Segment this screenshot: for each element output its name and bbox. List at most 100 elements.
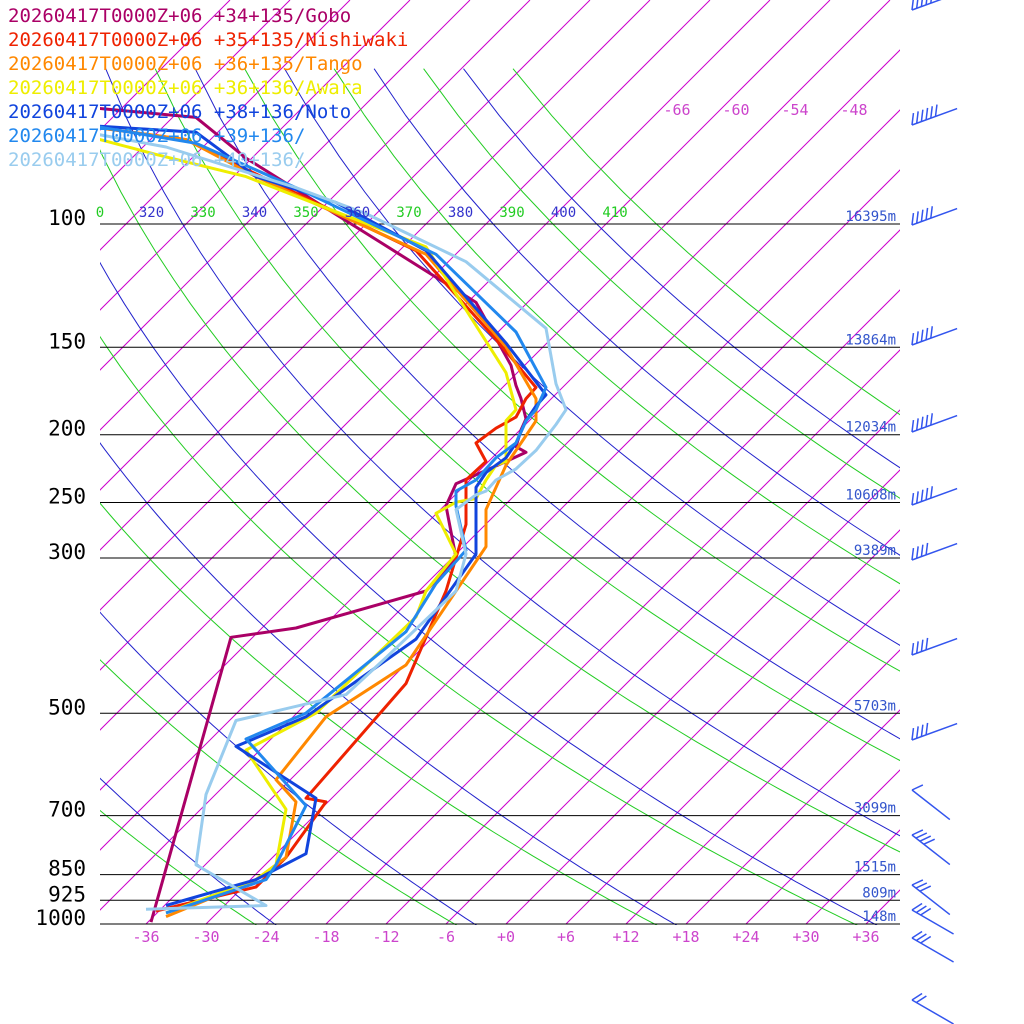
profile-line-5 (100, 124, 548, 907)
moist-adiabat-line (333, 68, 900, 585)
moist-adiabat-line (244, 68, 900, 672)
dry-adiabat-line (100, 442, 678, 925)
legend-entry: 20260417T0000Z+06 +35+135/Nishiwaki (8, 29, 409, 51)
wind-barb (911, 637, 958, 656)
isotherm-line (100, 0, 831, 731)
height-label: 13864m (845, 332, 896, 348)
theta-label: 410 (602, 205, 627, 221)
theta-label: 380 (448, 205, 473, 221)
dry-adiabat-line (105, 68, 900, 837)
dry-adiabat-line (284, 68, 900, 646)
x-tick-label: -18 (312, 928, 339, 946)
theta-label: 350 (293, 205, 318, 221)
x-tick-label: -12 (372, 928, 399, 946)
theta-label: 390 (499, 205, 524, 221)
isotherm-line (445, 469, 900, 925)
isobar-lines (100, 223, 900, 925)
theta-label: 370 (396, 205, 421, 221)
theta-label: 400 (551, 205, 576, 221)
isotherm-line (100, 0, 291, 191)
isotherm-line (325, 349, 900, 925)
moist-adiabat-line (100, 335, 858, 925)
isotherm-line (625, 649, 900, 925)
isotherm-line (265, 289, 900, 925)
pressure-label: 100 (48, 206, 86, 230)
dry-adiabat-line (373, 68, 900, 556)
pressure-label: 300 (48, 540, 86, 564)
pressure-label: 925 (48, 882, 86, 906)
x-tick-label: -36 (132, 928, 159, 946)
dry-adiabat-line (100, 261, 878, 925)
theta-label: 320 (139, 205, 164, 221)
isotherm-line (100, 49, 900, 851)
upper-temp-label: -60 (722, 101, 749, 119)
isotherm-line (100, 0, 771, 671)
height-label: 1515m (854, 860, 896, 876)
wind-barb (911, 879, 951, 916)
x-tick-label: +30 (792, 928, 819, 946)
height-label: 16395m (845, 209, 896, 225)
upper-temp-label: -66 (663, 101, 690, 119)
x-tick-label: +36 (852, 928, 879, 946)
isotherm-line (100, 0, 411, 311)
legend-entry: 20260417T0000Z+06 +34+135/Gobo (8, 5, 352, 27)
axis-labels: 100 16395m 150 13864m 200 12034m 250 10608m 300 9… (35, 101, 896, 946)
profile-line-3 (100, 126, 538, 918)
isotherm-line (100, 0, 531, 431)
pressure-label: 700 (48, 798, 86, 822)
pressure-label: 850 (48, 857, 86, 881)
height-label: 148m (862, 909, 896, 925)
x-tick-label: +12 (612, 928, 639, 946)
wind-barb (911, 0, 942, 11)
isotherm-line (100, 0, 711, 611)
moist-adiabat-line (423, 68, 900, 499)
height-label: 12034m (845, 420, 896, 436)
upper-temp-label: -48 (840, 101, 867, 119)
isotherm-line (385, 409, 900, 925)
isotherm-line (926, 0, 1024, 924)
legend-entry: 20260417T0000Z+06 +40+136/ (8, 149, 306, 171)
wind-barbs (911, 0, 958, 1024)
theta-label: 360 (345, 205, 370, 221)
moist-adiabat-line (100, 809, 257, 925)
x-tick-label: -24 (252, 928, 279, 946)
legend-entry: 20260417T0000Z+06 +36+136/Awara (8, 77, 363, 99)
wind-barb (911, 930, 954, 963)
temperature-profiles (100, 107, 568, 923)
isotherm-line (100, 109, 900, 911)
legend-entry: 20260417T0000Z+06 +39+136/ (8, 125, 306, 147)
wind-barb (911, 542, 958, 561)
diagram-background-lines (100, 0, 1024, 925)
wind-barb (911, 104, 958, 126)
pressure-label: 150 (48, 329, 86, 353)
pressure-label: 250 (48, 485, 86, 509)
isotherm-line (986, 0, 1024, 924)
wind-barb (911, 784, 951, 821)
isotherm-line (145, 169, 900, 925)
isotherm-line (100, 0, 351, 251)
moist-adiabat-line (100, 502, 658, 925)
legend: 20260417T0000Z+06 +34+135/Gobo 20260417T0… (8, 4, 408, 172)
isotherm-line (685, 709, 900, 925)
height-label: 10608m (845, 488, 896, 504)
height-label: 5703m (854, 698, 896, 714)
x-tick-label: +18 (672, 928, 699, 946)
x-tick-label: +0 (497, 928, 515, 946)
x-tick-label: +24 (732, 928, 759, 946)
x-tick-label: -30 (192, 928, 219, 946)
wind-barb (911, 486, 958, 506)
pressure-label: 1000 (35, 906, 86, 930)
moist-adiabat-line (100, 659, 458, 925)
pressure-label: 200 (48, 417, 86, 441)
wind-barb (911, 206, 958, 226)
wind-barb (911, 326, 958, 346)
moist-adiabat-line (100, 149, 900, 853)
dry-adiabat-line (463, 68, 900, 469)
height-label: 809m (862, 885, 896, 901)
x-tick-label: -6 (437, 928, 455, 946)
moist-adiabat-line (512, 68, 900, 416)
isotherm-line (100, 0, 891, 791)
isotherm-line (505, 529, 900, 925)
legend-entry: 20260417T0000Z+06 +36+135/Tango (8, 53, 363, 75)
